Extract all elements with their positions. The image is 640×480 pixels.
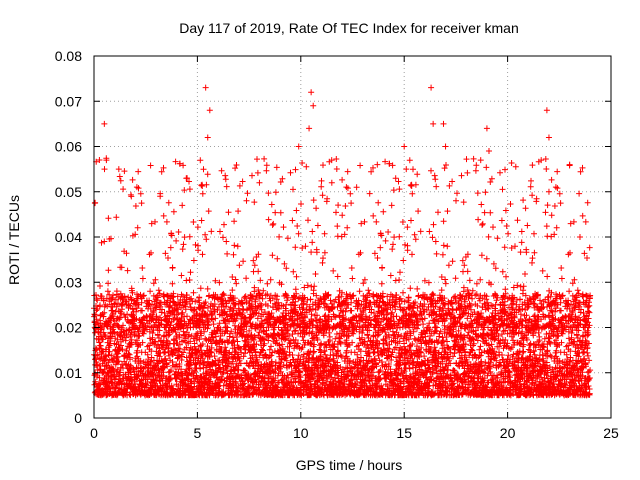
data-point-peak	[440, 120, 447, 127]
data-point-peak	[115, 166, 122, 173]
data-point-peak	[485, 148, 492, 155]
data-point-peak	[428, 84, 435, 91]
y-tick-label: 0.03	[55, 274, 82, 290]
grid-lines	[94, 56, 611, 418]
data-point-peak	[353, 184, 360, 191]
data-point-peak	[101, 120, 108, 127]
x-tick-label: 25	[603, 425, 619, 441]
x-tick-label: 0	[90, 425, 98, 441]
data-point-peak	[328, 179, 335, 186]
y-tick-label: 0.04	[55, 229, 82, 245]
data-point-peak	[256, 179, 263, 186]
x-tick-label: 5	[194, 425, 202, 441]
data-point-peak	[310, 102, 317, 109]
axis-tick-labels: 0 5 10 15 20 25 0 0.01 0.02 0.03 0.04 0.05 0.06 0.07 0…	[55, 48, 619, 441]
data-point-peak	[401, 143, 408, 150]
data-point-peak	[442, 143, 449, 150]
data-point-peak	[157, 193, 164, 200]
y-tick-label: 0.06	[55, 139, 82, 155]
data-point-peak	[306, 125, 313, 132]
y-tick-label: 0.07	[55, 93, 82, 109]
data-point-peak	[477, 157, 484, 164]
y-axis-label: ROTI / TECUs	[6, 195, 22, 285]
axis-ticks	[93, 55, 612, 419]
data-point-peak	[374, 161, 381, 168]
data-point-peak	[483, 125, 490, 132]
data-point-peak	[545, 188, 552, 195]
data-point-peak	[576, 234, 583, 240]
data-point-peak	[204, 134, 211, 141]
x-tick-label: 20	[500, 425, 516, 441]
data-point-peak	[103, 157, 110, 164]
y-tick-label: 0	[74, 410, 82, 426]
x-tick-label: 10	[293, 425, 309, 441]
y-tick-label: 0.05	[55, 184, 82, 200]
data-point-peak	[543, 107, 550, 114]
y-tick-label: 0.08	[55, 48, 82, 64]
data-point-peak	[403, 166, 410, 173]
chart-title: Day 117 of 2019, Rate Of TEC Index for r…	[179, 20, 519, 36]
data-point-peak	[430, 120, 437, 127]
x-axis-label: GPS time / hours	[296, 457, 403, 473]
data-point-peak	[566, 161, 573, 168]
data-point-peak	[545, 134, 552, 141]
x-tick-label: 15	[396, 425, 412, 441]
data-point-peak	[184, 175, 191, 182]
data-points	[91, 84, 594, 399]
data-point-peak	[202, 84, 209, 91]
data-point-peak	[206, 107, 213, 114]
data-point-peak	[308, 89, 315, 96]
y-tick-label: 0.02	[55, 320, 82, 336]
y-tick-label: 0.01	[55, 365, 82, 381]
data-point-peak	[295, 143, 302, 150]
